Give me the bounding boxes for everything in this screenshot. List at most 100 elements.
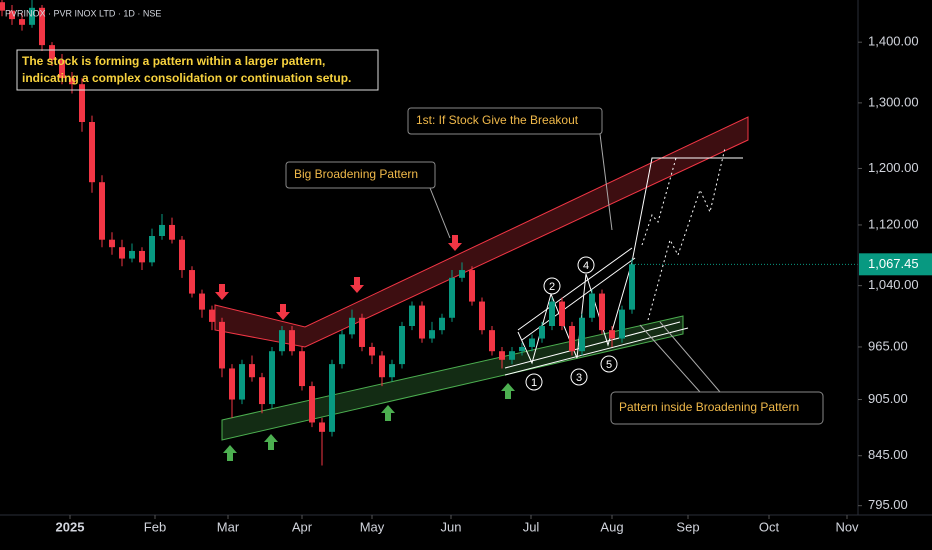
candle-body (0, 2, 5, 11)
wave-number: 3 (576, 372, 582, 384)
pointer (639, 324, 701, 393)
candle-body (299, 351, 305, 387)
y-tick-label: 845.00 (868, 447, 908, 462)
candles (0, 0, 858, 466)
symbol-header: PVRINOX · PVR INOX LTD · 1D · NSE (5, 8, 161, 18)
wave-number: 5 (606, 359, 612, 371)
candle-body (249, 364, 255, 378)
wave-path (517, 261, 633, 365)
candle-body (579, 317, 585, 352)
candle-body (29, 7, 35, 25)
wave-labels: 1 2 3 4 5 (525, 256, 618, 391)
candle-body (189, 270, 195, 294)
y-tick-label: 1,400.00 (868, 34, 919, 49)
candle-body (289, 330, 295, 352)
candle-body (589, 293, 595, 318)
candle-body (279, 330, 285, 352)
wave-number: 2 (549, 281, 555, 293)
note-text: The stock is forming a pattern within a … (22, 54, 325, 68)
last-price-label: 1,067.45 (868, 256, 919, 271)
y-tick-label: 965.00 (868, 338, 908, 353)
candle-body (469, 270, 475, 302)
candle-body (329, 364, 335, 432)
wave-number: 4 (583, 260, 589, 272)
x-tick-label: Feb (144, 519, 166, 534)
candle-body (99, 182, 105, 240)
support-band (221, 315, 684, 441)
pointer (659, 321, 721, 393)
candle-body (609, 330, 615, 339)
pointer (429, 187, 451, 239)
resistance-band (214, 116, 749, 348)
y-tick-label: 905.00 (868, 391, 908, 406)
candle-body (359, 317, 365, 347)
candle-body (349, 317, 355, 335)
x-tick-label: Aug (600, 519, 623, 534)
candle-body (259, 377, 265, 405)
x-tick-label: Mar (217, 519, 240, 534)
candle-body (409, 305, 415, 327)
candle-body (309, 386, 315, 423)
y-tick-label: 1,200.00 (868, 160, 919, 175)
candle-body (219, 321, 225, 369)
up-arrows (223, 383, 515, 461)
candle-body (529, 338, 535, 347)
candle-body (599, 293, 605, 331)
candle-body (629, 264, 635, 310)
candle-body (59, 59, 65, 79)
candle-body (439, 317, 445, 331)
candle-body (519, 346, 525, 352)
candle-body (509, 351, 515, 360)
label-box (407, 107, 603, 135)
candle-body (399, 326, 405, 365)
candle-body (49, 45, 55, 60)
candle-body (169, 224, 175, 240)
candle-body (539, 326, 545, 339)
projection (631, 157, 743, 263)
label-box (285, 161, 436, 189)
candle-body (129, 250, 135, 259)
candle-body (9, 10, 15, 20)
pointer (599, 133, 613, 231)
wave-number: 1 (531, 377, 537, 389)
x-tick-label: Sep (676, 519, 699, 534)
x-tick-label: 2025 (56, 519, 85, 534)
candle-body (499, 351, 505, 360)
candle-body (419, 305, 425, 339)
label-text: Pattern inside Broadening Pattern (619, 400, 799, 414)
candle-body (229, 368, 235, 400)
y-tick-label: 795.00 (868, 497, 908, 512)
candle-body (119, 247, 125, 259)
candle-body (459, 270, 465, 278)
label-text: Big Broadening Pattern (294, 167, 418, 181)
candle-body (559, 301, 565, 327)
candle-body (69, 78, 75, 85)
x-tick-label: Nov (835, 519, 859, 534)
note-text: indicating a complex consolidation or co… (22, 71, 351, 85)
candle-body (209, 309, 215, 322)
candle-body (109, 239, 115, 248)
x-tick-label: Jun (441, 519, 462, 534)
candle-body (239, 364, 245, 400)
wedge-line (517, 247, 633, 331)
x-tick-label: Oct (759, 519, 780, 534)
candle-body (179, 239, 185, 271)
y-tick-label: 1,300.00 (868, 94, 919, 109)
candle-body (139, 250, 145, 263)
note-box (16, 49, 379, 91)
y-tick-label: 1,040.00 (868, 277, 919, 292)
candle-body (479, 301, 485, 331)
x-tick-label: Apr (292, 519, 313, 534)
candle-body (79, 84, 85, 123)
x-tick-label: May (360, 519, 385, 534)
candle-body (449, 277, 455, 318)
down-arrows (215, 235, 462, 320)
label-text: 1st: If Stock Give the Breakout (416, 113, 579, 127)
candle-body (379, 355, 385, 378)
last-price-badge (859, 253, 932, 276)
y-tick-label: 1,120.00 (868, 216, 919, 231)
candle-body (89, 122, 95, 183)
x-tick-label: Jul (523, 519, 540, 534)
candle-body (319, 422, 325, 432)
